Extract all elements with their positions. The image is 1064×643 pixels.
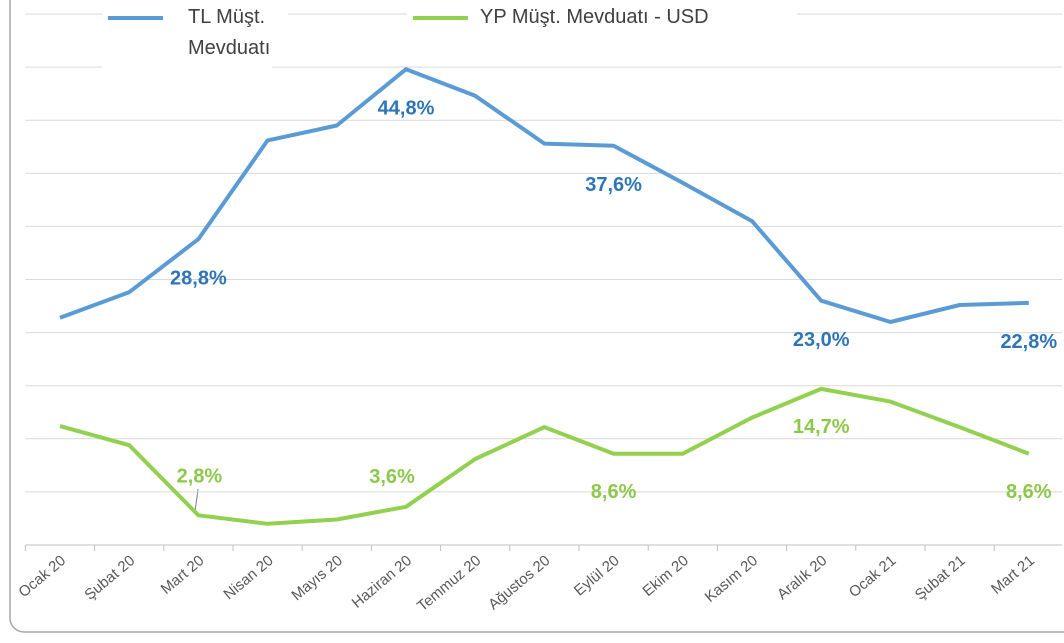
data-label: 2,8% [177,466,223,488]
x-tick-label: Mart 21 [988,552,1038,598]
legend-swatch [108,16,163,20]
x-tick-label: Ocak 21 [846,552,900,601]
legend-swatch [413,16,468,20]
leader-line [194,488,199,513]
data-label: 23,0% [793,329,850,351]
data-label: 28,8% [170,267,227,289]
series-line [59,386,1030,526]
x-tick-label: Haziran 20 [349,552,416,612]
data-label: 8,6% [591,481,637,503]
data-label: 44,8% [378,98,435,120]
x-tick-label: Aralık 20 [774,552,830,603]
data-label: 3,6% [369,466,415,488]
x-tick-label: Temmuz 20 [414,552,484,615]
x-tick-label: Mayıs 20 [288,552,346,604]
x-tick-label: Ağustos 20 [485,552,553,613]
x-tick-label: Eylül 20 [571,552,623,599]
data-label: 14,7% [793,416,850,438]
series-line [59,67,1029,324]
data-label: 8,6% [1006,481,1052,503]
x-tick-label: Mart 20 [158,552,208,598]
x-tick-label: Ekim 20 [639,552,691,600]
legend-label: TL Müşt. Mevduatı [188,2,288,64]
x-tick-label: Nisan 20 [220,552,276,603]
data-label: 22,8% [1000,331,1057,353]
legend-label: YP Müşt. Mevduatı - USD [480,2,709,33]
chart-border [9,0,1064,633]
data-label: 37,6% [585,174,642,196]
x-tick-label: Şubat 20 [81,552,138,604]
x-tick-label: Şubat 21 [912,552,969,604]
x-tick-label: Kasım 20 [702,552,761,606]
x-tick-label: Ocak 20 [15,552,69,601]
